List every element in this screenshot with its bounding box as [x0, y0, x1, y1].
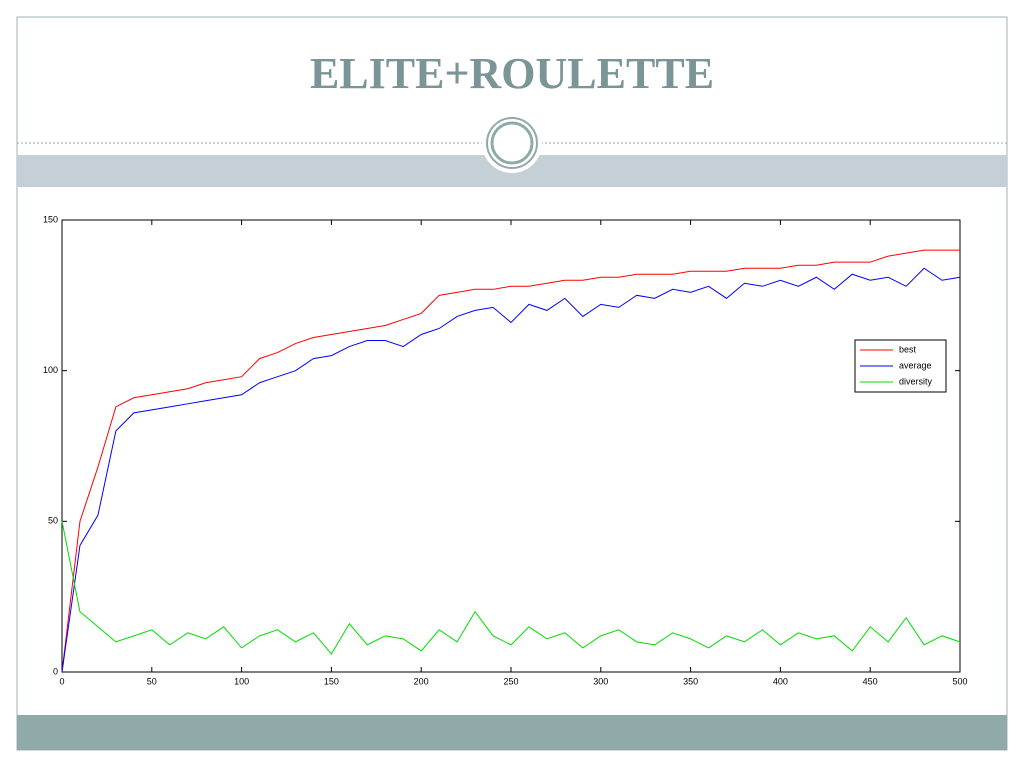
x-tick-label: 0 — [59, 676, 64, 686]
x-tick-label: 250 — [503, 676, 518, 686]
x-tick-label: 450 — [863, 676, 878, 686]
legend-label: best — [899, 344, 917, 354]
x-tick-label: 500 — [952, 676, 967, 686]
ornament-ring — [490, 121, 534, 165]
x-tick-label: 150 — [324, 676, 339, 686]
x-tick-label: 300 — [593, 676, 608, 686]
ornament-ring — [486, 117, 538, 169]
slide-title: ELITE+ROULETTE — [310, 49, 714, 98]
y-tick-label: 100 — [43, 365, 58, 375]
legend-label: diversity — [899, 376, 933, 386]
legend-label: average — [899, 360, 932, 370]
y-tick-label: 0 — [53, 666, 58, 676]
y-tick-label: 150 — [43, 214, 58, 224]
x-tick-label: 400 — [773, 676, 788, 686]
x-tick-label: 200 — [414, 676, 429, 686]
line — [61, 267, 961, 673]
y-tick-label: 50 — [48, 516, 58, 526]
line — [61, 249, 960, 673]
x-tick-label: 50 — [147, 676, 157, 686]
line — [61, 521, 961, 655]
x-tick-label: 350 — [683, 676, 698, 686]
footer-band — [17, 715, 1007, 750]
x-tick-label: 100 — [234, 676, 249, 686]
chart-area — [20, 187, 990, 710]
